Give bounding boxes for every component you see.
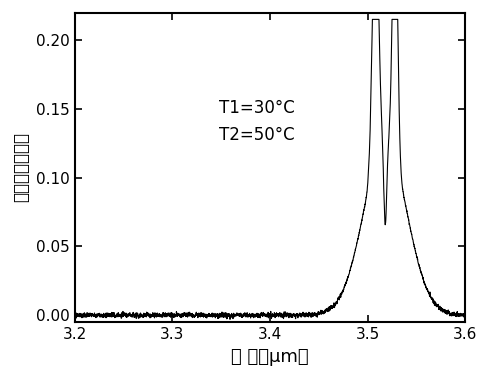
Text: T1=30°C
T2=50°C: T1=30°C T2=50°C xyxy=(219,99,295,144)
Y-axis label: 归一化输出功率: 归一化输出功率 xyxy=(13,132,30,202)
X-axis label: 波 长（μm）: 波 长（μm） xyxy=(231,347,309,366)
